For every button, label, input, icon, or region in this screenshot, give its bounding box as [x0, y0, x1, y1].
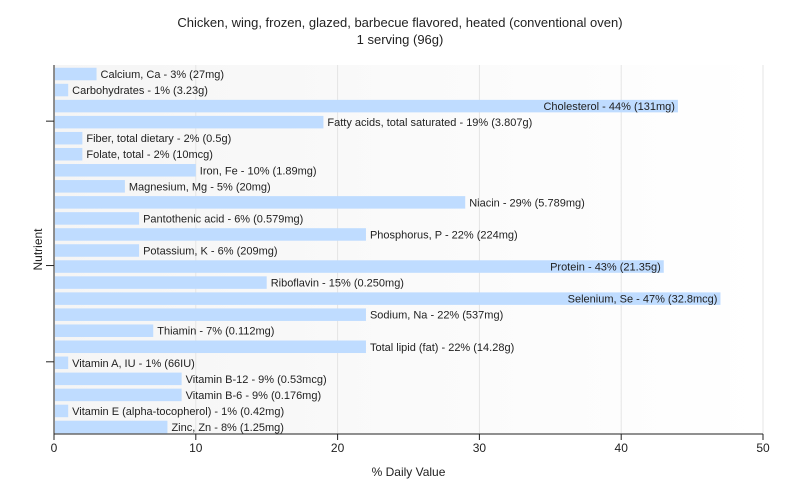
- bar-label: Selenium, Se - 47% (32.8mcg): [568, 294, 718, 306]
- bar: [55, 308, 366, 321]
- x-tick-label: 20: [331, 441, 345, 455]
- bar-label: Calcium, Ca - 3% (27mg): [101, 69, 224, 81]
- bar: [55, 404, 69, 418]
- bar-label: Vitamin B-6 - 9% (0.176mg): [186, 390, 322, 402]
- bar: [55, 420, 168, 434]
- bar: [55, 372, 182, 386]
- bar: [55, 260, 664, 273]
- bar: [55, 164, 196, 177]
- bar-label: Pantothenic acid - 6% (0.579mg): [143, 213, 303, 225]
- bar-label: Folate, total - 2% (10mcg): [86, 149, 213, 161]
- bar-label: Iron, Fe - 10% (1.89mg): [200, 165, 317, 177]
- bar-label: Cholesterol - 44% (131mg): [543, 101, 674, 113]
- chart-title: Chicken, wing, frozen, glazed, barbecue …: [177, 15, 622, 30]
- bar-label: Fatty acids, total saturated - 19% (3.80…: [327, 117, 532, 129]
- bar: [55, 196, 466, 209]
- bar: [55, 67, 97, 81]
- bar-label: Thiamin - 7% (0.112mg): [157, 326, 274, 338]
- x-axis-label: % Daily Value: [372, 465, 446, 479]
- bar: [55, 244, 140, 257]
- bar: [55, 324, 154, 337]
- bar: [55, 99, 678, 113]
- bar: [55, 180, 125, 193]
- bars: Calcium, Ca - 3% (27mg) Carbohydrates - 1…: [55, 67, 721, 434]
- bar-label: Vitamin E (alpha-tocopherol) - 1% (0.42m…: [72, 406, 284, 418]
- bar: [55, 292, 721, 305]
- bar-label: Vitamin A, IU - 1% (66IU): [72, 358, 195, 370]
- bar-label: Riboflavin - 15% (0.250mg): [271, 278, 404, 290]
- bar: [55, 147, 83, 161]
- bar-label: Vitamin B-12 - 9% (0.53mcg): [186, 374, 327, 386]
- bar-label: Zinc, Zn - 8% (1.25mg): [171, 422, 283, 434]
- bar-label: Magnesium, Mg - 5% (20mg): [129, 181, 271, 193]
- bar: [55, 340, 366, 354]
- bar-label: Protein - 43% (21.35g): [550, 262, 661, 274]
- bar-label: Potassium, K - 6% (209mg): [143, 246, 278, 258]
- bar-label: Total lipid (fat) - 22% (14.28g): [370, 342, 514, 354]
- bar: [55, 212, 140, 225]
- axes: 0 10 20 30 40 50: [46, 65, 770, 455]
- x-tick-label: 0: [51, 441, 58, 455]
- x-tick-label: 10: [189, 441, 203, 455]
- x-tick-label: 50: [756, 441, 770, 455]
- bar-label: Sodium, Na - 22% (537mg): [370, 310, 503, 322]
- chart-subtitle: 1 serving (96g): [357, 32, 444, 47]
- bar-label: Niacin - 29% (5.789mg): [469, 197, 585, 209]
- y-axis-label: Nutrient: [31, 228, 45, 271]
- x-tick-label: 40: [615, 441, 629, 455]
- bar: [55, 115, 324, 129]
- bar-label: Phosphorus, P - 22% (224mg): [370, 229, 518, 241]
- bar: [55, 356, 69, 370]
- bar: [55, 83, 69, 97]
- bar: [55, 131, 83, 145]
- bar: [55, 228, 366, 241]
- bar: [55, 276, 267, 289]
- x-tick-label: 30: [473, 441, 487, 455]
- bar-label: Fiber, total dietary - 2% (0.5g): [86, 133, 231, 145]
- bar: [55, 388, 182, 402]
- bar-label: Carbohydrates - 1% (3.23g): [72, 85, 208, 97]
